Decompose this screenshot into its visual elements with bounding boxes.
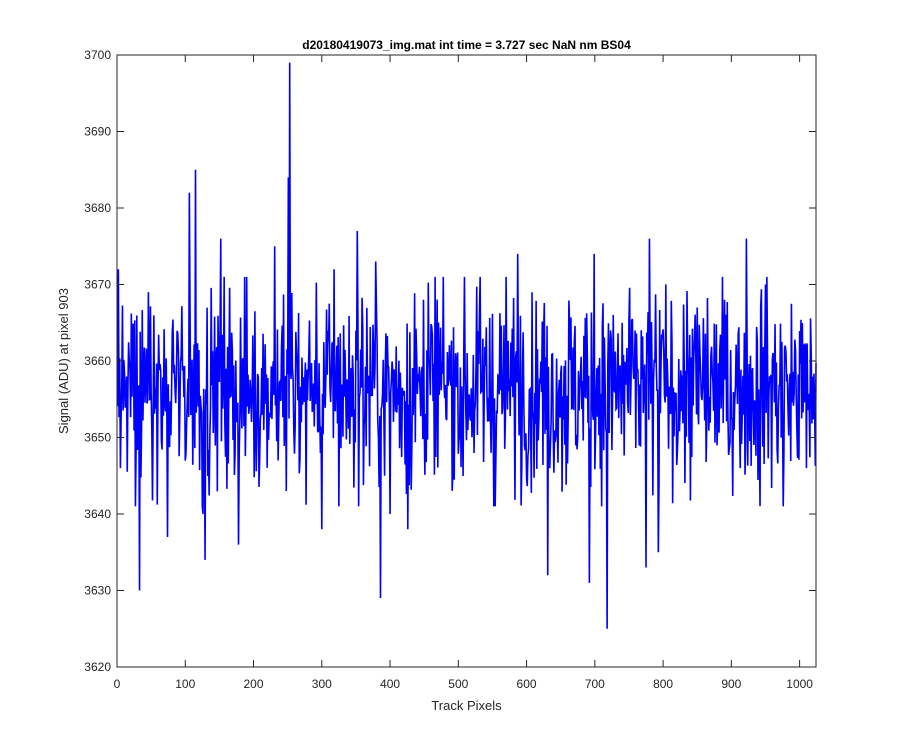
y-tick-label: 3690 — [84, 125, 111, 139]
y-tick-label: 3680 — [84, 201, 111, 215]
x-tick-label: 100 — [175, 677, 195, 691]
y-tick-label: 3630 — [84, 584, 111, 598]
x-tick-label: 400 — [380, 677, 400, 691]
y-tick-label: 3650 — [84, 431, 111, 445]
x-tick-label: 600 — [517, 677, 537, 691]
x-tick-label: 800 — [653, 677, 673, 691]
x-axis: 0 100 200 300 400 500 600 700 800 900 1000 — [114, 55, 813, 691]
series-layer — [116, 62, 817, 629]
y-tick-label: 3620 — [84, 660, 111, 674]
x-tick-label: 1000 — [786, 677, 813, 691]
chart-title: d20180419073_img.mat int time = 3.727 se… — [302, 38, 631, 52]
x-tick-label: 0 — [114, 677, 121, 691]
x-tick-label: 200 — [244, 677, 264, 691]
y-axis-label: Signal (ADU) at pixel 903 — [56, 288, 71, 434]
y-tick-label: 3660 — [84, 354, 111, 368]
y-tick-label: 3700 — [84, 48, 111, 62]
x-tick-label: 500 — [448, 677, 468, 691]
y-axis: 3620 3630 3640 3650 3660 3670 3680 3690 3700 — [84, 48, 816, 674]
y-tick-label: 3670 — [84, 278, 111, 292]
x-tick-label: 900 — [721, 677, 741, 691]
x-tick-label: 300 — [312, 677, 332, 691]
signal-series-line — [116, 62, 817, 629]
y-tick-label: 3640 — [84, 507, 111, 521]
x-axis-label: Track Pixels — [431, 698, 502, 713]
x-tick-label: 700 — [585, 677, 605, 691]
